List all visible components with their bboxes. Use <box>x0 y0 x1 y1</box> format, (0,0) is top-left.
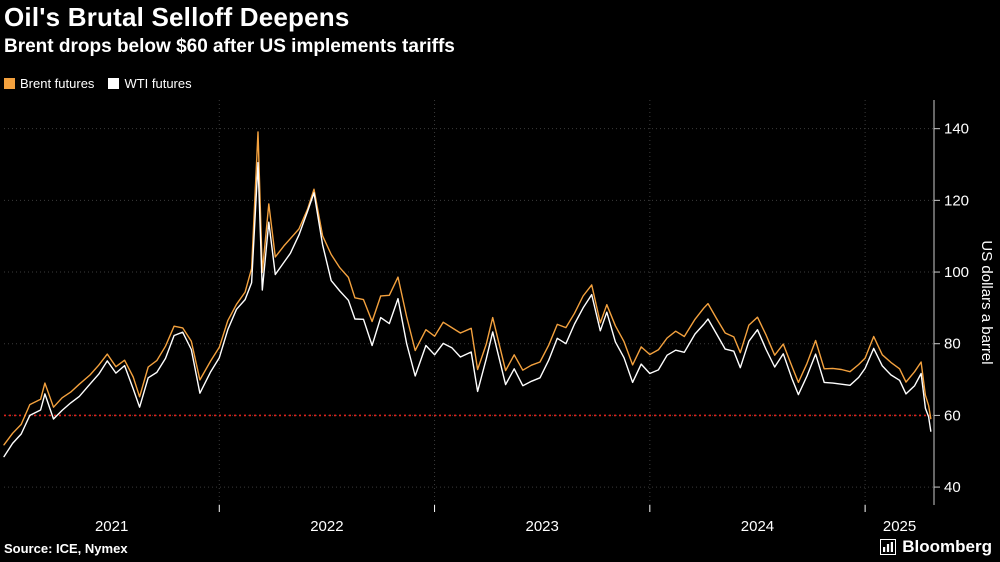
x-year-label: 2025 <box>883 518 916 535</box>
x-year-label: 2024 <box>741 518 774 535</box>
y-tick-label: 60 <box>944 407 961 424</box>
y-tick-label: 80 <box>944 336 961 353</box>
legend-label-wti: WTI futures <box>124 76 192 91</box>
x-year-label: 2022 <box>310 518 343 535</box>
bloomberg-logo-icon <box>880 539 897 555</box>
legend: Brent futures WTI futures <box>4 76 192 91</box>
chart-title: Oil's Brutal Selloff Deepens <box>4 2 350 32</box>
y-axis-title: US dollars a barrel <box>978 240 995 364</box>
bloomberg-brand: Bloomberg <box>880 537 992 557</box>
legend-label-brent: Brent futures <box>20 76 95 91</box>
chart-subtitle: Brent drops below $60 after US implement… <box>4 36 455 57</box>
brent-line <box>3 131 932 446</box>
y-tick-label: 120 <box>944 192 969 209</box>
legend-item-wti: WTI futures <box>108 76 192 91</box>
legend-item-brent: Brent futures <box>4 76 94 91</box>
wti-swatch <box>108 78 120 89</box>
y-tick-label: 40 <box>944 479 961 496</box>
y-tick-label: 100 <box>944 264 969 281</box>
bloomberg-wordmark: Bloomberg <box>902 537 992 556</box>
x-year-label: 2021 <box>95 518 128 535</box>
y-tick-label: 140 <box>944 121 969 138</box>
wti-line <box>3 162 932 458</box>
x-year-label: 2023 <box>526 518 559 535</box>
brent-swatch <box>4 78 15 89</box>
source-note: Source: ICE, Nymex <box>4 541 128 556</box>
